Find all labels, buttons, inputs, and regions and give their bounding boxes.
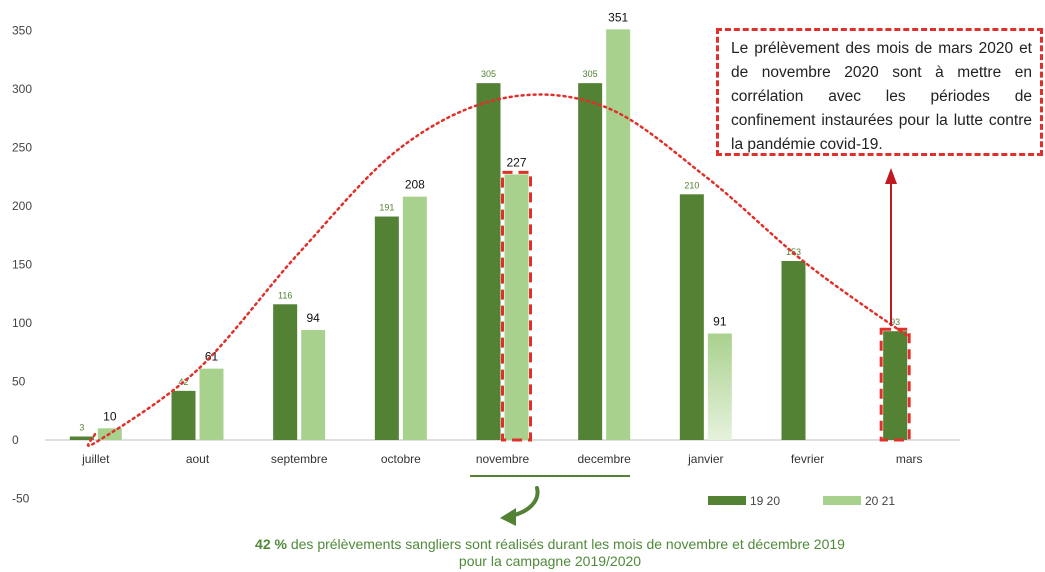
x-tick-label-mars: mars <box>896 452 923 466</box>
caption: 42 % des prélèvements sangliers sont réa… <box>250 536 850 570</box>
bar-1920-aout <box>171 390 196 440</box>
data-label-1920-septembre: 116 <box>278 290 292 300</box>
bar-2021-octobre <box>402 196 427 440</box>
data-label-1920-janvier: 210 <box>684 180 699 190</box>
highlight-boxes <box>501 170 911 442</box>
data-label-1920-juillet: 3 <box>79 422 84 432</box>
bar-1920-fevrier <box>781 260 806 440</box>
bar-2021-decembre <box>606 29 631 441</box>
data-label-1920-decembre: 305 <box>583 69 598 79</box>
data-label-2021-decembre: 351 <box>608 10 628 24</box>
data-label-2021-octobre: 208 <box>405 178 425 192</box>
bar-1920-octobre <box>374 216 399 440</box>
bar-1920-decembre <box>578 83 603 441</box>
data-label-1920-octobre: 191 <box>379 203 394 213</box>
x-tick-label-juillet: juillet <box>81 452 110 466</box>
y-tick-label: 100 <box>12 316 32 330</box>
highlight-box-mars <box>879 327 911 442</box>
bar-1920-septembre <box>273 304 298 440</box>
data-label-1920-novembre: 305 <box>481 69 496 79</box>
legend-label-2021: 20 21 <box>865 494 895 508</box>
x-tick-label-novembre: novembre <box>476 452 530 466</box>
y-tick-label: -50 <box>12 492 30 506</box>
data-label-2021-septembre: 94 <box>306 311 320 325</box>
bar-1920-juillet <box>69 436 94 440</box>
y-tick-label: 350 <box>12 24 32 38</box>
legend-swatch-2021 <box>823 496 861 505</box>
green-curved-arrow-icon <box>500 486 540 526</box>
x-tick-label-octobre: octobre <box>381 452 421 466</box>
x-axis: juillet aout septembre octobre novembre decem… <box>81 452 922 466</box>
data-label-1920-mars: 93 <box>890 317 900 327</box>
caption-text: des prélèvements sangliers sont réalisés… <box>286 536 845 569</box>
legend: 19 20 20 21 <box>708 494 895 508</box>
x-tick-label-septembre: septembre <box>271 452 328 466</box>
red-arrow-up-icon <box>885 168 897 326</box>
bar-2021-septembre <box>301 330 326 440</box>
x-tick-label-decembre: decembre <box>577 452 631 466</box>
y-tick-label: 200 <box>12 199 32 213</box>
x-tick-label-fevrier: fevrier <box>791 452 824 466</box>
bar-1920-novembre <box>476 83 501 441</box>
bar-1920-mars <box>883 331 908 440</box>
caption-highlight: 42 % <box>255 536 287 552</box>
data-label-2021-novembre: 227 <box>506 155 526 169</box>
highlight-box-novembre <box>501 170 532 442</box>
legend-label-1920: 19 20 <box>750 494 780 508</box>
trendline <box>86 93 911 448</box>
y-tick-label: 250 <box>12 141 32 155</box>
data-label-2021-janvier: 91 <box>713 315 727 329</box>
bar-1920-janvier <box>679 194 704 440</box>
x-tick-label-janvier: janvier <box>687 452 723 466</box>
y-tick-label: 300 <box>12 82 32 96</box>
legend-swatch-1920 <box>708 496 746 505</box>
y-axis: -50 0 50 100 150 200 250 300 350 <box>12 24 32 506</box>
data-label-2021-juillet: 10 <box>103 409 117 423</box>
x-tick-label-aout: aout <box>186 452 210 466</box>
annotation-box: Le prélèvement des mois de mars 2020 et … <box>716 28 1043 156</box>
y-tick-label: 0 <box>12 433 19 447</box>
bar-2021-janvier <box>707 333 732 440</box>
y-tick-label: 150 <box>12 258 32 272</box>
annotation-text: Le prélèvement des mois de mars 2020 et … <box>731 40 1032 153</box>
bar-2021-aout <box>199 368 224 440</box>
bars-group <box>69 29 908 441</box>
y-tick-label: 50 <box>12 375 26 389</box>
bar-2021-novembre <box>504 174 529 440</box>
